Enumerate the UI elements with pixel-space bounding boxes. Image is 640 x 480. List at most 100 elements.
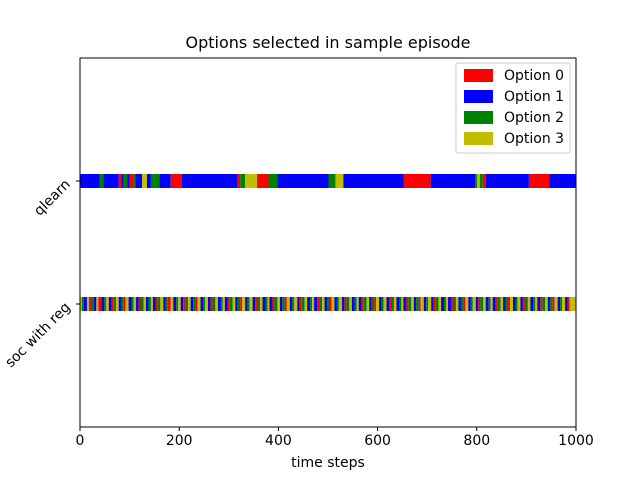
option-segment — [152, 297, 156, 311]
option-segment — [104, 297, 107, 311]
plot-frame — [79, 57, 577, 428]
option-segment — [145, 297, 149, 311]
option-segment — [435, 297, 439, 311]
option-segment — [492, 297, 496, 311]
option-segment — [446, 297, 449, 311]
option-segment — [310, 297, 313, 311]
option-segment — [460, 297, 464, 311]
option-segment — [131, 297, 134, 311]
option-segment — [562, 297, 566, 311]
option-segment — [207, 297, 211, 311]
option-segment — [103, 174, 119, 188]
option-segment — [549, 174, 576, 188]
option-segment — [155, 297, 158, 311]
option-segment — [118, 297, 122, 311]
option-segment — [485, 297, 489, 311]
option-segment — [121, 174, 124, 188]
option-segment — [428, 297, 432, 311]
option-segment — [508, 297, 511, 311]
option-segment — [500, 297, 504, 311]
option-segment — [265, 297, 268, 311]
option-segment — [528, 174, 550, 188]
option-segment — [510, 297, 514, 311]
option-segment — [224, 297, 228, 311]
option-segment — [232, 297, 236, 311]
option-segment — [327, 297, 330, 311]
option-segment — [123, 297, 126, 311]
option-segment — [125, 297, 129, 311]
option-segment — [401, 297, 404, 311]
option-segment — [269, 297, 273, 311]
option-segment — [524, 297, 528, 311]
option-segment — [123, 174, 128, 188]
option-segment — [80, 174, 100, 188]
option-segment — [157, 297, 161, 311]
option-segment — [552, 297, 555, 311]
option-segment — [289, 297, 293, 311]
option-segment — [386, 297, 390, 311]
option-segment — [294, 297, 298, 311]
option-segment — [527, 297, 531, 311]
option-segment — [173, 297, 177, 311]
option-segment — [183, 297, 186, 311]
option-segment — [328, 174, 336, 188]
option-segment — [480, 297, 484, 311]
option-segment — [240, 174, 246, 188]
option-segment — [190, 297, 194, 311]
x-tick-label: 800 — [463, 433, 490, 449]
option-segment — [530, 297, 534, 311]
option-segment — [282, 297, 285, 311]
option-segment — [181, 174, 238, 188]
option-segment — [148, 297, 151, 311]
option-segment — [185, 297, 189, 311]
option-segment — [297, 297, 300, 311]
option-segment — [403, 174, 431, 188]
option-segment — [220, 297, 223, 311]
option-segment — [416, 297, 419, 311]
option-segment — [403, 297, 407, 311]
option-segment — [127, 174, 130, 188]
option-segment — [245, 174, 258, 188]
option-segment — [358, 297, 362, 311]
option-segment — [215, 297, 218, 311]
option-segment — [361, 297, 364, 311]
option-segment — [178, 297, 181, 311]
option-segment — [195, 297, 198, 311]
option-segment — [488, 297, 491, 311]
option-segment — [441, 297, 445, 311]
option-segment — [88, 297, 91, 311]
option-segment — [547, 297, 551, 311]
option-segment — [331, 297, 335, 311]
option-segment — [343, 174, 404, 188]
option-segment — [383, 297, 387, 311]
option-segment — [335, 174, 344, 188]
option-segment — [240, 297, 243, 311]
option-segment — [376, 297, 380, 311]
legend-swatch — [464, 90, 493, 103]
option-segment — [301, 297, 305, 311]
option-segment — [284, 297, 287, 311]
x-tick-label: 400 — [265, 433, 292, 449]
option-segment — [411, 297, 414, 311]
option-segment — [497, 297, 501, 311]
option-segment — [475, 297, 479, 311]
option-segment — [314, 297, 318, 311]
option-segment — [533, 297, 536, 311]
option-segment — [458, 297, 461, 311]
option-segment — [322, 297, 325, 311]
option-segment — [257, 174, 269, 188]
legend-label: Option 2 — [504, 110, 564, 126]
legend: Option 0 Option 1 Option 2 Option 3 — [455, 62, 571, 154]
option-segment — [260, 297, 263, 311]
option-segment — [150, 174, 155, 188]
legend-label: Option 1 — [504, 89, 564, 105]
option-segment — [341, 297, 345, 311]
option-segment — [470, 297, 473, 311]
option-segment — [329, 297, 332, 311]
option-segment — [98, 297, 102, 311]
option-segment — [237, 297, 241, 311]
option-segment — [212, 297, 216, 311]
option-segment — [249, 297, 253, 311]
option-segment — [116, 297, 119, 311]
option-segment — [363, 297, 367, 311]
